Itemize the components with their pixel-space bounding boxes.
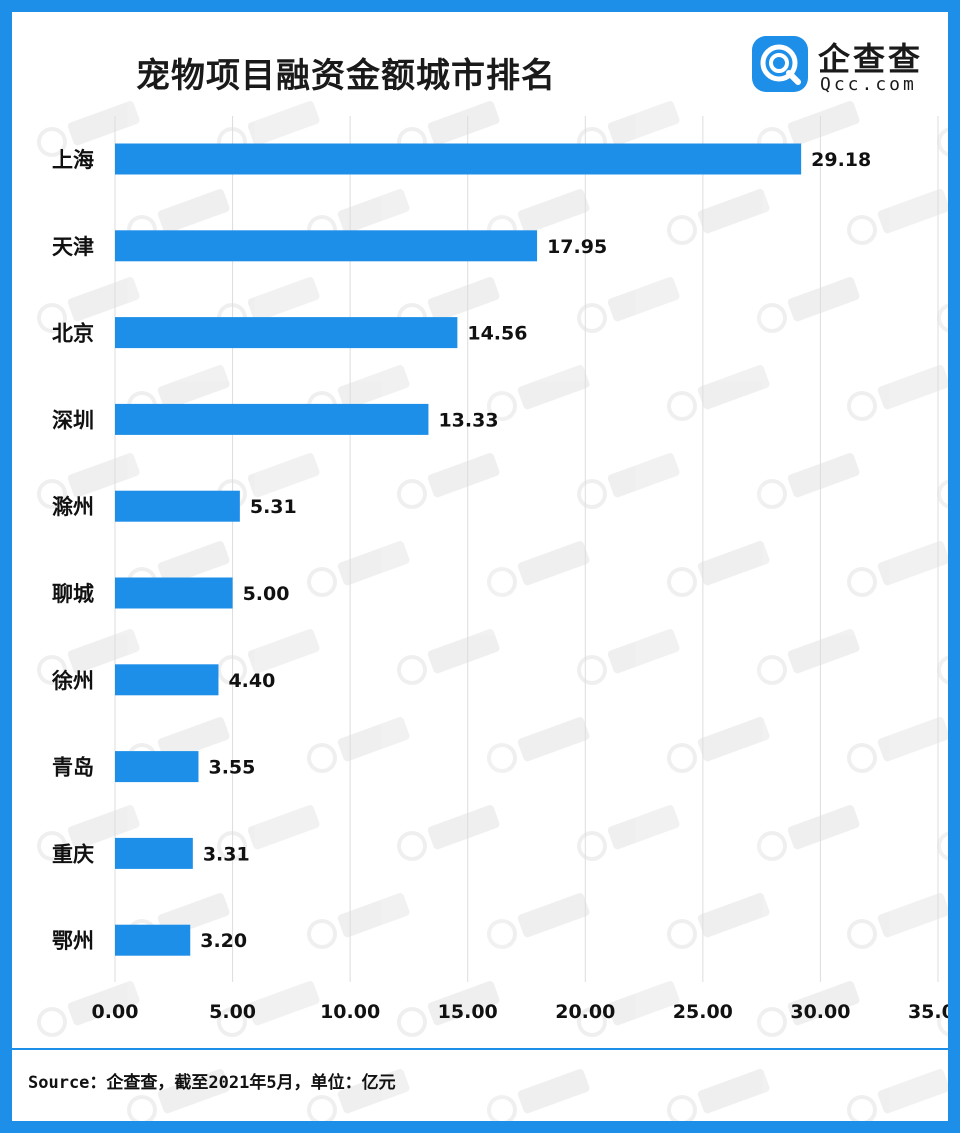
- qcc-logo: 企查查 Qcc.com: [752, 32, 932, 102]
- bar-5: [115, 577, 233, 609]
- value-label-8: 3.31: [203, 843, 250, 865]
- x-tick-label-1: 5.00: [209, 1001, 256, 1023]
- category-label-8: 重庆: [52, 842, 94, 866]
- chart-title: 宠物项目融资金额城市排名: [136, 56, 556, 96]
- x-tick-label-3: 15.00: [438, 1001, 498, 1023]
- bar-3: [115, 403, 429, 435]
- chart-frame: 宠物项目融资金额城市排名 企查查 Qcc.com 0.00 5.00 10.00 15…: [12, 12, 948, 1121]
- x-tick-label-4: 20.00: [555, 1001, 615, 1023]
- value-label-3: 13.33: [438, 409, 498, 431]
- value-label-4: 5.31: [250, 496, 297, 518]
- category-label-3: 深圳: [52, 408, 94, 432]
- category-label-4: 滁州: [52, 495, 94, 519]
- qcc-logo-icon: [752, 36, 808, 92]
- value-label-1: 17.95: [547, 236, 607, 258]
- x-tick-label-5: 25.00: [673, 1001, 733, 1023]
- bar-0: [115, 143, 802, 175]
- x-tick-label-7: 35.00: [908, 1001, 948, 1023]
- category-label-9: 鄂州: [52, 929, 94, 953]
- bar-4: [115, 490, 240, 522]
- bar-7: [115, 751, 199, 783]
- bar-9: [115, 924, 191, 956]
- value-label-7: 3.55: [208, 757, 255, 779]
- bar-6: [115, 664, 219, 696]
- logo-domain: Qcc.com: [820, 74, 917, 95]
- category-label-5: 聊城: [52, 582, 94, 606]
- value-label-9: 3.20: [200, 930, 247, 952]
- value-label-5: 5.00: [243, 583, 290, 605]
- category-label-0: 上海: [52, 148, 94, 172]
- bar-1: [115, 230, 538, 262]
- x-tick-label-0: 0.00: [92, 1001, 139, 1023]
- category-label-2: 北京: [52, 322, 94, 346]
- value-label-2: 14.56: [467, 323, 527, 345]
- bar-2: [115, 317, 458, 349]
- value-label-0: 29.18: [811, 149, 871, 171]
- x-tick-label-6: 30.00: [790, 1001, 850, 1023]
- logo-name: 企查查: [818, 40, 924, 78]
- bar-chart: 0.00 5.00 10.00 15.00 20.00 25.00 30.00 35.00 上海…: [51, 116, 948, 1023]
- x-tick-label-2: 10.00: [320, 1001, 380, 1023]
- footer-divider: [12, 1048, 948, 1050]
- category-label-1: 天津: [52, 235, 94, 259]
- category-label-6: 徐州: [51, 669, 94, 693]
- value-label-6: 4.40: [228, 670, 275, 692]
- source-note: Source：企查查，截至2021年5月，单位：亿元: [28, 1073, 396, 1093]
- bar-8: [115, 837, 193, 869]
- category-label-7: 青岛: [52, 756, 94, 780]
